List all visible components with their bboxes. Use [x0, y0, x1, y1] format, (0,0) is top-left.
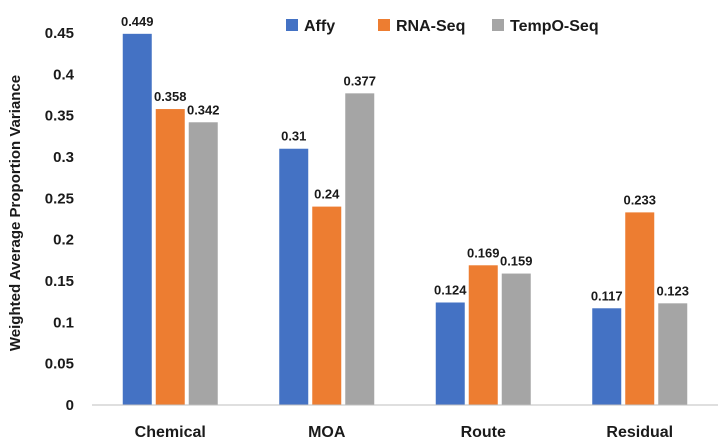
y-tick-label: 0.2: [53, 232, 74, 249]
bar-affy-chemical: [122, 33, 152, 406]
data-label: 0.123: [656, 283, 689, 298]
data-label: 0.449: [121, 14, 154, 29]
legend-swatch-affy: [286, 19, 298, 31]
y-tick-label: 0: [66, 397, 74, 414]
bar-affy-residual: [592, 308, 622, 405]
y-tick-label: 0.15: [45, 273, 74, 290]
y-axis-ticks: 0 0.05 0.1 0.15 0.2 0.25 0.3 0.35 0.4 0.45: [45, 25, 75, 414]
category-label-moa: MOA: [308, 424, 346, 441]
bar-tempo-seq-moa: [345, 93, 375, 405]
data-label: 0.159: [500, 254, 533, 269]
y-tick-label: 0.05: [45, 356, 74, 373]
data-label: 0.24: [314, 187, 340, 202]
legend-swatch-tempo-seq: [492, 19, 504, 31]
y-tick-label: 0.35: [45, 108, 74, 125]
y-tick-label: 0.45: [45, 25, 74, 42]
bar-rna-seq-moa: [312, 206, 342, 405]
bars-group: [122, 33, 688, 406]
y-tick-label: 0.1: [53, 314, 74, 331]
data-label: 0.124: [434, 282, 467, 297]
category-label-route: Route: [461, 424, 506, 441]
bar-rna-seq-residual: [625, 212, 655, 405]
bar-affy-moa: [279, 148, 309, 405]
data-label: 0.117: [591, 288, 623, 303]
category-label-chemical: Chemical: [135, 424, 206, 441]
data-label: 0.31: [281, 129, 306, 144]
legend: Affy RNA-Seq TempO-Seq: [286, 18, 599, 35]
bar-tempo-seq-residual: [658, 303, 688, 405]
bar-affy-route: [435, 302, 465, 405]
data-label: 0.233: [623, 192, 656, 207]
bar-rna-seq-chemical: [155, 109, 185, 405]
data-labels-group: 0.4490.3580.3420.310.240.3770.1240.1690.…: [121, 14, 689, 303]
y-tick-label: 0.3: [53, 149, 74, 166]
category-label-residual: Residual: [606, 424, 673, 441]
data-label: 0.358: [154, 89, 187, 104]
category-labels: Chemical MOA Route Residual: [135, 424, 673, 441]
legend-swatch-rna-seq: [378, 19, 390, 31]
y-tick-label: 0.25: [45, 190, 74, 207]
data-label: 0.169: [467, 245, 500, 260]
y-tick-label: 0.4: [53, 66, 75, 83]
legend-label: RNA-Seq: [396, 18, 465, 35]
y-axis-title: Weighted Average Proportion Variance: [7, 75, 24, 351]
bar-rna-seq-route: [468, 265, 498, 405]
bar-tempo-seq-chemical: [188, 122, 218, 405]
legend-label: Affy: [304, 18, 335, 35]
bar-tempo-seq-route: [501, 273, 531, 405]
data-label: 0.377: [343, 73, 376, 88]
legend-label: TempO-Seq: [510, 18, 599, 35]
data-label: 0.342: [187, 102, 220, 117]
